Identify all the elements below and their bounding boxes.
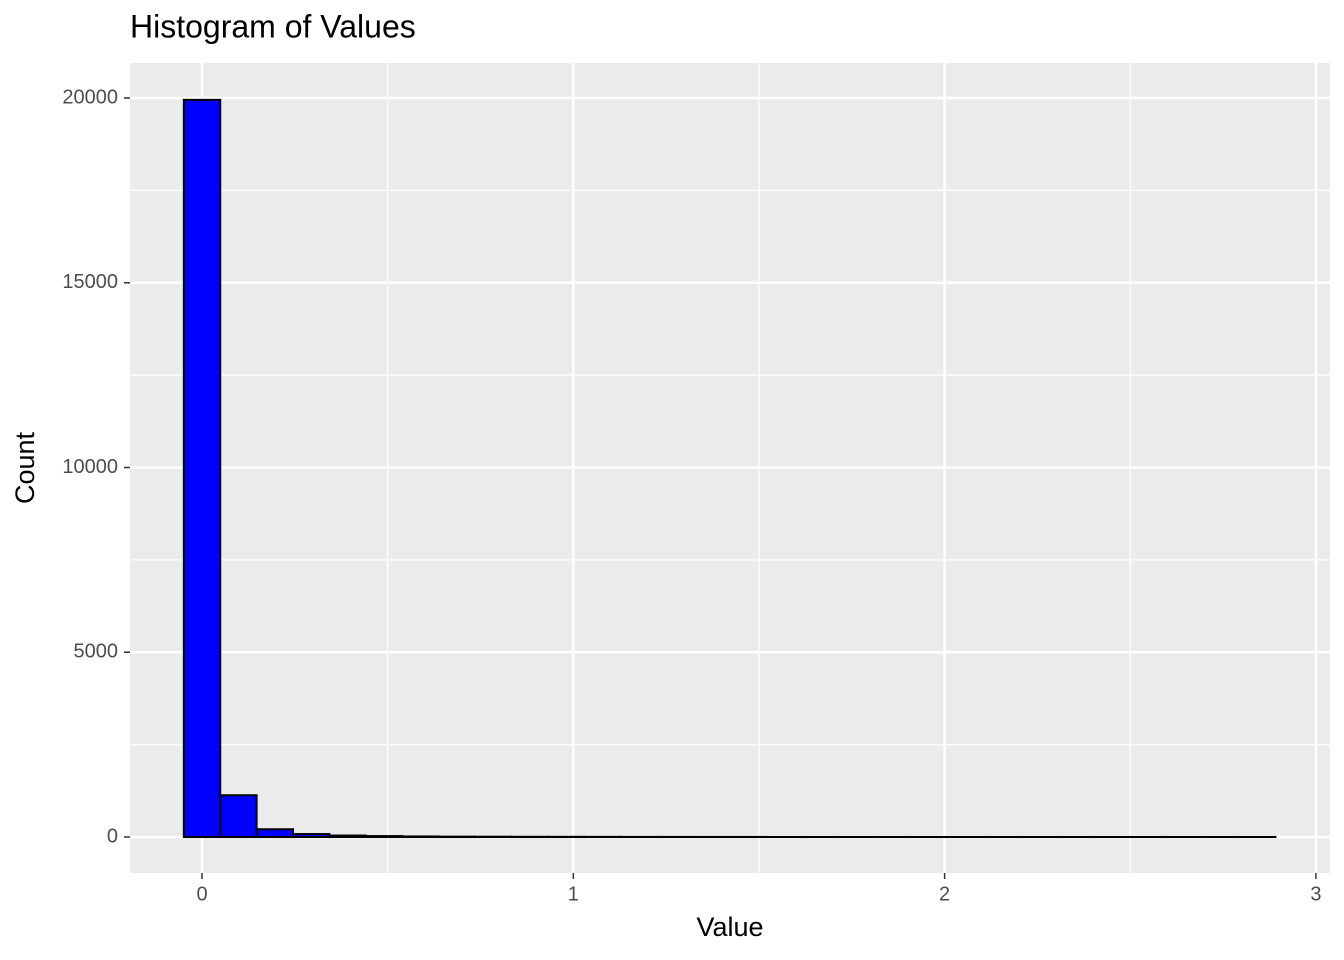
bar: [328, 834, 367, 839]
y-tick-label: 0: [107, 825, 118, 847]
y-tick-label: 20000: [62, 86, 118, 108]
y-tick-label: 15000: [62, 271, 118, 293]
x-tick-label: 2: [939, 883, 950, 905]
x-tick-label: 1: [568, 883, 579, 905]
y-axis-title: Count: [10, 431, 40, 504]
y-tick-label: 5000: [74, 641, 119, 663]
chart-title: Histogram of Values: [130, 8, 416, 44]
bar: [182, 98, 222, 839]
y-tick-label: 10000: [62, 456, 118, 478]
bar: [401, 835, 440, 839]
x-tick-label: 3: [1310, 883, 1321, 905]
bar: [255, 828, 294, 839]
bar: [364, 835, 404, 839]
bar: [291, 833, 331, 839]
bar: [219, 794, 258, 839]
x-tick-label: 0: [196, 883, 207, 905]
x-axis-title: Value: [696, 912, 763, 942]
